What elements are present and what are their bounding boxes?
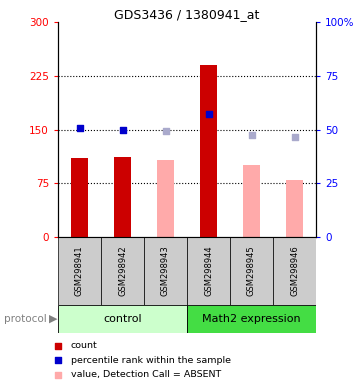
Point [162,128,168,134]
Text: GSM298944: GSM298944 [204,246,213,296]
Bar [230,237,273,305]
Bar [71,158,88,237]
Bar [286,180,303,237]
Point [55,372,61,378]
Bar [187,237,230,305]
Bar [58,237,101,305]
Bar [200,65,217,237]
Bar [157,160,174,237]
Text: GSM298942: GSM298942 [118,246,127,296]
Text: GSM298945: GSM298945 [247,246,256,296]
Text: protocol: protocol [4,314,46,324]
Text: percentile rank within the sample: percentile rank within the sample [71,356,231,365]
Point [55,357,61,363]
Text: value, Detection Call = ABSENT: value, Detection Call = ABSENT [71,370,221,379]
Bar [243,166,260,237]
Point [249,131,255,137]
Bar [144,237,187,305]
Bar [58,305,187,333]
Point [292,134,297,140]
Point [206,111,212,117]
Point [55,343,61,349]
Bar [273,237,316,305]
Text: control: control [103,314,142,324]
Text: count: count [71,341,98,350]
Text: GSM298946: GSM298946 [290,246,299,296]
Point [119,126,125,132]
Bar [114,157,131,237]
Text: Math2 expression: Math2 expression [202,314,301,324]
Text: ▶: ▶ [49,314,57,324]
Text: GSM298943: GSM298943 [161,246,170,296]
Bar [187,305,316,333]
Title: GDS3436 / 1380941_at: GDS3436 / 1380941_at [114,8,260,21]
Bar [200,65,217,237]
Text: GSM298941: GSM298941 [75,246,84,296]
Bar [101,237,144,305]
Point [77,125,82,131]
